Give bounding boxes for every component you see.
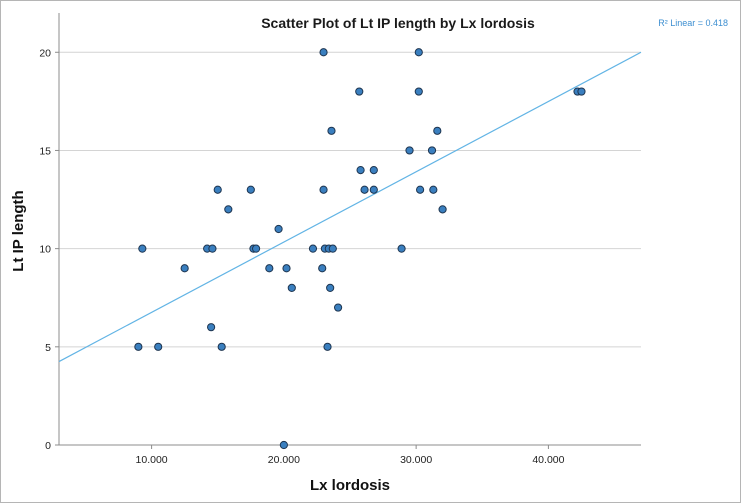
data-point: [246, 185, 255, 194]
data-point: [274, 224, 283, 234]
data-point: [265, 264, 274, 273]
x-axis-ticks: 10.000 20.000 30.000 40.000: [136, 445, 565, 466]
y-axis-ticks: 0 5 10 15 20: [39, 47, 59, 452]
chart-title: Scatter Plot of Lt IP length by Lx lordo…: [261, 15, 535, 31]
y-tick-label: 0: [45, 440, 51, 452]
data-point: [319, 48, 328, 57]
data-point: [429, 185, 438, 194]
data-point: [207, 323, 216, 332]
gridlines: [59, 51, 641, 348]
data-point: [369, 165, 378, 175]
y-tick-label: 15: [39, 145, 51, 157]
data-point: [323, 342, 332, 351]
y-tick-label: 20: [39, 47, 51, 59]
y-tick-label: 5: [45, 342, 51, 354]
x-tick-label: 10.000: [136, 454, 168, 466]
data-point: [427, 146, 437, 155]
data-point: [360, 185, 369, 194]
data-point: [279, 440, 288, 450]
data-point: [438, 205, 447, 214]
data-point: [308, 244, 318, 253]
data-point: [318, 264, 327, 273]
data-point: [414, 87, 423, 96]
x-tick-label: 20.000: [268, 454, 300, 466]
data-point: [251, 244, 261, 253]
data-point: [326, 283, 335, 293]
data-point: [138, 244, 147, 253]
data-point: [180, 264, 189, 273]
y-axis-title: Lt IP length: [10, 190, 27, 271]
data-point: [319, 185, 328, 194]
fit-line: [58, 51, 642, 363]
data-point: [134, 342, 143, 351]
data-point: [282, 264, 291, 273]
data-point: [287, 283, 296, 293]
data-point: [356, 165, 365, 175]
y-tick-label: 10: [39, 244, 51, 256]
data-point: [416, 185, 425, 194]
data-point: [217, 342, 226, 351]
data-point: [433, 126, 442, 135]
data-point: [333, 303, 343, 312]
data-point: [369, 185, 378, 194]
plot-area: [59, 13, 641, 445]
x-axis-title: Lx lordosis: [310, 477, 390, 494]
data-point: [208, 244, 217, 253]
data-point: [328, 244, 337, 253]
data-point: [213, 185, 222, 194]
data-point: [414, 48, 423, 57]
data-point: [224, 205, 233, 214]
x-tick-label: 40.000: [532, 454, 564, 466]
x-tick-label: 30.000: [400, 454, 432, 466]
fit-line-label: R² Linear = 0.418: [658, 18, 728, 28]
data-point: [397, 244, 406, 253]
data-points: [134, 48, 586, 450]
data-point: [327, 126, 336, 135]
data-point: [355, 87, 364, 96]
data-point: [405, 146, 414, 155]
data-point: [577, 87, 586, 96]
data-point: [154, 342, 163, 351]
